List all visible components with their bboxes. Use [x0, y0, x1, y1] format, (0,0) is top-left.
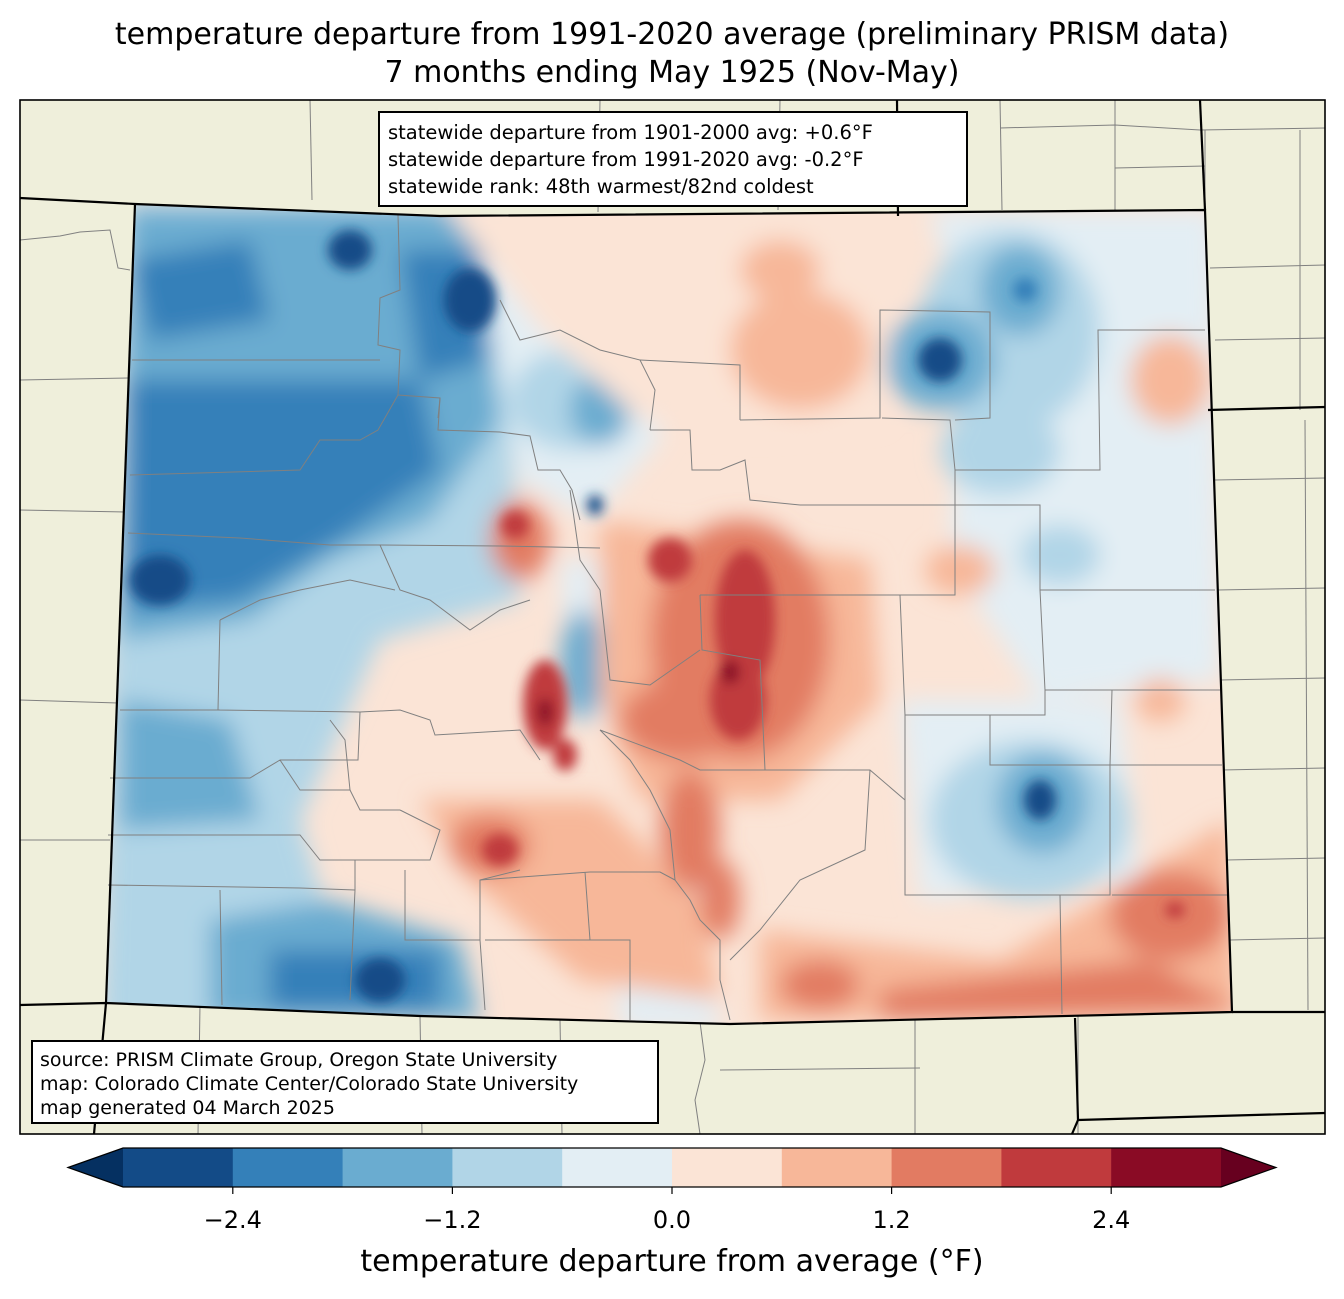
departure-1901-2000-text: statewide departure from 1901-2000 avg: …	[388, 121, 873, 144]
map-title: temperature departure from 1991-2020 ave…	[114, 17, 1230, 52]
colorado-county-lines	[107, 214, 1228, 1021]
map-credit-text: map: Colorado Climate Center/Colorado St…	[40, 1073, 579, 1095]
colorbar-extend-low	[68, 1148, 123, 1187]
statewide-stats-box: statewide departure from 1901-2000 avg: …	[378, 111, 968, 207]
colorbar-segment	[891, 1148, 1002, 1187]
colorbar-segment	[562, 1148, 673, 1187]
statewide-rank-text: statewide rank: 48th warmest/82nd coldes…	[388, 175, 814, 198]
departure-1991-2020-text: statewide departure from 1991-2020 avg: …	[388, 148, 864, 171]
colorbar-segment	[781, 1148, 893, 1187]
colorbar-tick-label: −2.4	[203, 1206, 262, 1234]
colorbar-segment	[452, 1148, 563, 1187]
colorbar-segment	[672, 1148, 783, 1187]
colorbar-tick-label: 2.4	[1092, 1206, 1131, 1234]
colorbar-segment	[342, 1148, 453, 1187]
temperature-field	[106, 204, 1232, 1024]
source-text: source: PRISM Climate Group, Oregon Stat…	[40, 1049, 558, 1071]
colorbar-segment	[1111, 1148, 1222, 1187]
map-subtitle: 7 months ending May 1925 (Nov-May)	[384, 55, 960, 90]
colorbar-outline	[66, 1147, 1278, 1188]
colorbar-segment	[1001, 1148, 1112, 1187]
colorbar-tick-label: 0.0	[652, 1206, 692, 1234]
colorbar	[66, 1147, 1278, 1194]
generated-date-text: map generated 04 March 2025	[40, 1097, 335, 1119]
colorbar-segment	[123, 1148, 234, 1187]
source-box: source: PRISM Climate Group, Oregon Stat…	[31, 1040, 659, 1124]
colorbar-tick-label: 1.2	[872, 1206, 911, 1234]
map-frame	[19, 99, 1326, 1135]
colorbar-extend-high	[1221, 1148, 1276, 1187]
colorbar-label: temperature departure from average (°F)	[360, 1244, 984, 1279]
colorbar-segment	[232, 1148, 344, 1187]
colorbar-tick-label: −1.2	[423, 1206, 482, 1234]
